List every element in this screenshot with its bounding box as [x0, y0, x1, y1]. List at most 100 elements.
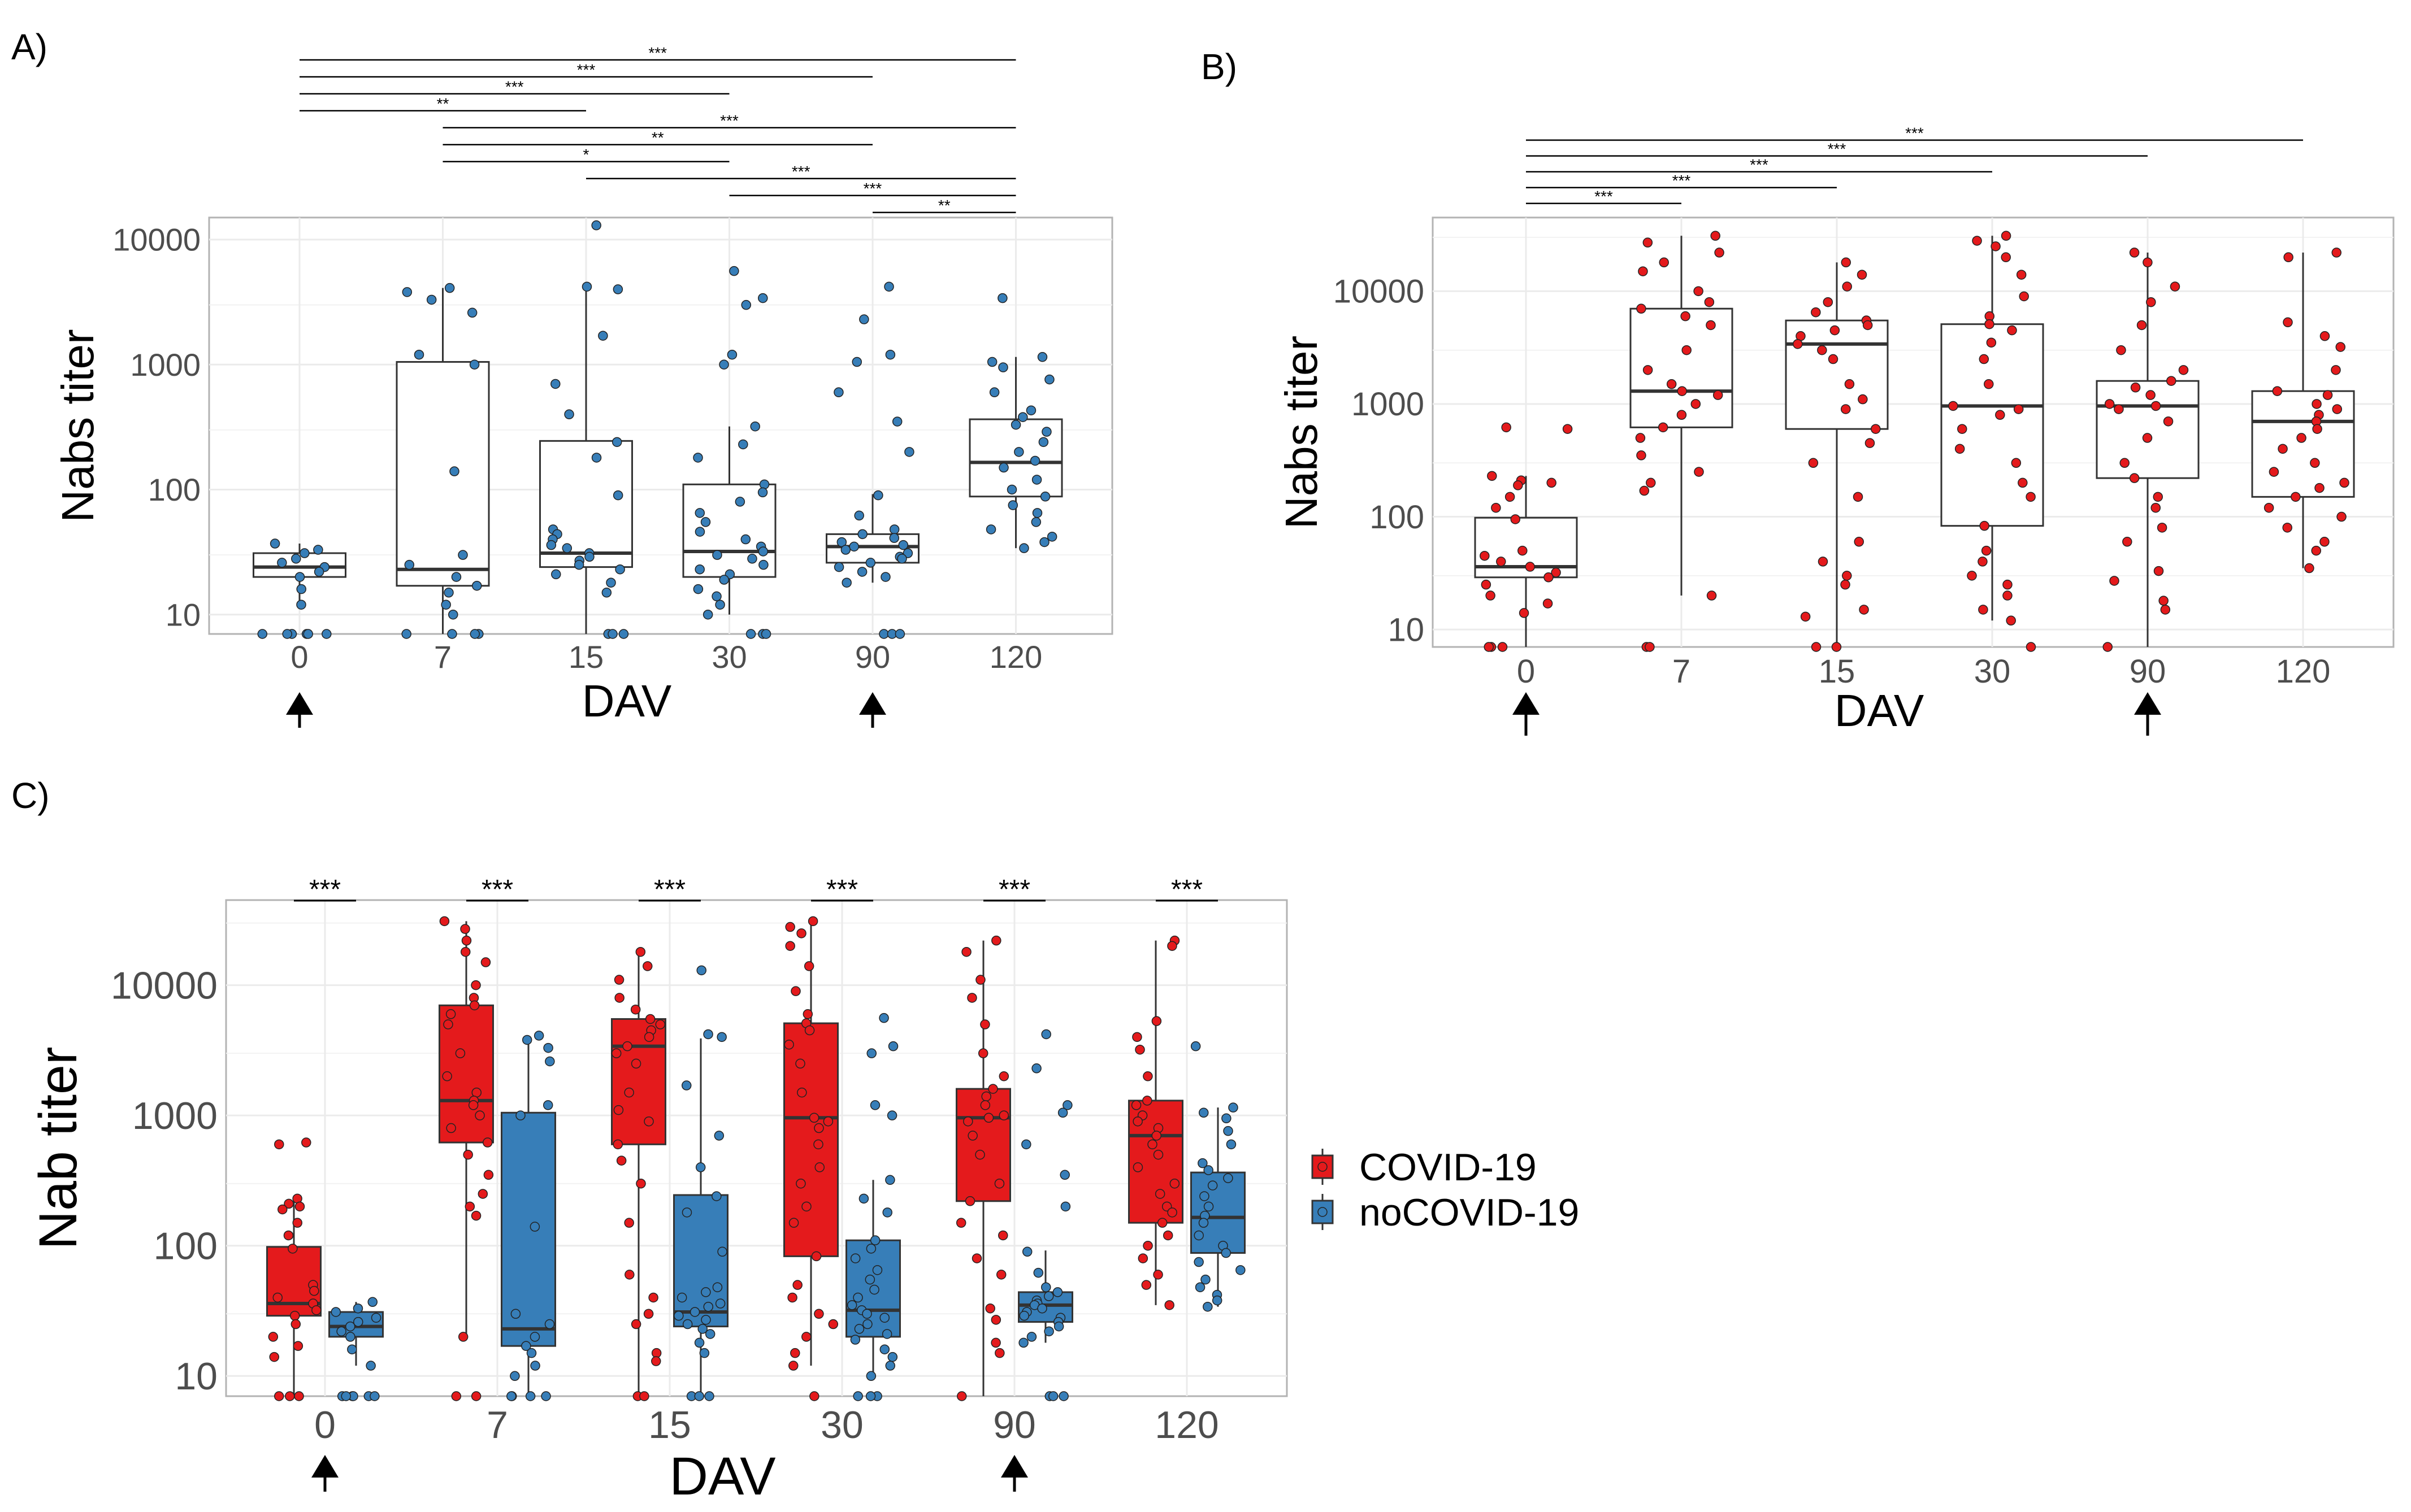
data-point	[283, 1230, 294, 1241]
data-point	[998, 362, 1008, 372]
data-point	[1163, 1230, 1173, 1241]
data-point	[444, 588, 454, 598]
plot-panel	[208, 216, 1113, 635]
data-point	[1200, 1274, 1211, 1285]
data-point	[1710, 231, 1720, 241]
data-point	[353, 1317, 363, 1327]
data-point	[715, 599, 725, 610]
data-point	[814, 1162, 825, 1172]
data-point	[331, 1307, 341, 1317]
data-point	[458, 550, 468, 560]
data-point	[543, 1100, 553, 1110]
data-point	[991, 935, 1001, 946]
data-point	[2116, 345, 2126, 355]
data-point	[719, 359, 729, 370]
data-point	[870, 1100, 881, 1110]
data-point	[999, 1071, 1009, 1081]
data-point	[277, 558, 287, 568]
data-point	[682, 1207, 692, 1218]
data-point	[712, 550, 722, 560]
data-point	[1044, 374, 1055, 385]
data-point	[866, 1371, 877, 1381]
data-point	[625, 1270, 635, 1280]
data-point	[791, 986, 801, 996]
data-point	[541, 1391, 551, 1401]
data-point	[745, 629, 756, 639]
data-point	[834, 562, 844, 572]
data-point	[866, 1244, 877, 1254]
data-point	[849, 541, 859, 552]
data-point	[859, 314, 869, 324]
y-tick-label: 1000	[130, 347, 201, 383]
data-point	[1481, 579, 1491, 590]
data-point	[402, 287, 413, 297]
data-point	[1841, 404, 1851, 414]
data-point	[705, 1329, 716, 1339]
data-point	[1979, 354, 1989, 364]
data-point	[1680, 311, 1690, 321]
x-tick-label: 15	[1819, 653, 1855, 690]
data-point	[1203, 1165, 1213, 1175]
data-point	[1979, 520, 1989, 531]
legend-key-icon	[1311, 1149, 1334, 1185]
up-arrow-icon	[2134, 692, 2161, 736]
data-point	[1525, 562, 1536, 572]
data-point	[870, 1235, 881, 1245]
data-point	[651, 1356, 661, 1366]
data-point	[461, 935, 472, 946]
data-point	[840, 545, 851, 555]
data-point	[1978, 557, 1988, 567]
data-point	[991, 1337, 1001, 1348]
y-axis-title: Nabs titer	[1276, 336, 1326, 529]
data-point	[735, 497, 745, 507]
data-point	[1207, 1180, 1218, 1191]
box	[2251, 390, 2355, 498]
data-point	[865, 1274, 875, 1285]
data-point	[872, 1265, 883, 1275]
significance-label: ***	[720, 112, 739, 129]
data-point	[1487, 471, 1497, 481]
data-point	[889, 524, 900, 535]
data-point	[1954, 444, 1965, 454]
data-point	[981, 1091, 991, 1102]
data-point	[1143, 1240, 1153, 1251]
data-point	[788, 1361, 799, 1371]
data-point	[1132, 1032, 1142, 1042]
data-point	[1032, 508, 1043, 518]
data-point	[648, 1292, 658, 1303]
data-point	[643, 1309, 654, 1319]
data-point	[1153, 1149, 1164, 1160]
x-tick-label: 0	[314, 1404, 336, 1446]
data-point	[1030, 455, 1040, 466]
data-point	[2269, 467, 2279, 477]
data-point	[857, 567, 868, 577]
data-point	[543, 1042, 553, 1053]
data-point	[695, 508, 705, 518]
data-point	[441, 599, 451, 610]
y-axis-title: Nab titer	[28, 1046, 88, 1249]
data-point	[2160, 605, 2171, 615]
data-point	[1031, 517, 1042, 527]
data-point	[1635, 433, 1646, 443]
data-point	[884, 281, 894, 292]
data-point	[895, 629, 905, 639]
data-point	[1042, 427, 1052, 437]
data-point	[697, 1324, 708, 1334]
data-point	[1706, 590, 1717, 601]
data-point	[1157, 1218, 1168, 1228]
data-point	[2026, 492, 2036, 502]
data-point	[1829, 325, 1840, 336]
y-tick-label: 10000	[111, 964, 218, 1007]
data-point	[885, 349, 896, 360]
data-point	[2114, 404, 2124, 414]
data-point	[455, 1048, 466, 1058]
data-point	[2153, 566, 2164, 576]
data-point	[998, 1230, 1008, 1241]
data-point	[889, 533, 900, 543]
data-point	[2104, 399, 2115, 409]
data-point	[1043, 1291, 1054, 1301]
data-point	[761, 629, 771, 639]
data-point	[614, 975, 625, 985]
data-point	[562, 543, 573, 553]
